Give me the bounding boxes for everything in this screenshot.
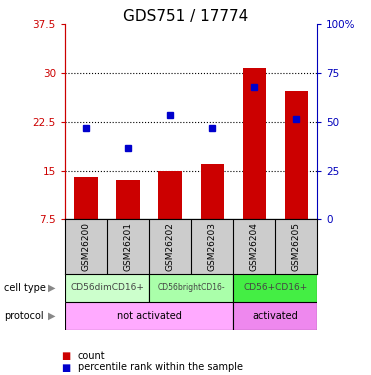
Bar xyxy=(243,68,266,219)
Text: not activated: not activated xyxy=(116,311,181,321)
Text: ▶: ▶ xyxy=(48,283,56,293)
Bar xyxy=(65,274,149,302)
Text: ▶: ▶ xyxy=(48,311,56,321)
Bar xyxy=(233,302,317,330)
Text: GSM26205: GSM26205 xyxy=(292,222,301,271)
Bar xyxy=(285,92,308,219)
Bar xyxy=(233,274,317,302)
Text: count: count xyxy=(78,351,105,361)
Bar xyxy=(116,180,139,219)
Text: cell type: cell type xyxy=(4,283,46,293)
Text: GSM26200: GSM26200 xyxy=(82,222,91,271)
Bar xyxy=(74,177,98,219)
Bar xyxy=(200,164,224,219)
Text: GSM26203: GSM26203 xyxy=(208,222,217,271)
Text: CD56dimCD16+: CD56dimCD16+ xyxy=(70,284,144,292)
Text: CD56+CD16+: CD56+CD16+ xyxy=(243,284,307,292)
Bar xyxy=(65,302,233,330)
Bar xyxy=(158,171,181,219)
Text: ■: ■ xyxy=(61,351,70,361)
Text: activated: activated xyxy=(252,311,298,321)
Text: CD56brightCD16-: CD56brightCD16- xyxy=(157,284,225,292)
Text: GSM26201: GSM26201 xyxy=(124,222,132,271)
Text: GSM26204: GSM26204 xyxy=(250,222,259,271)
Text: GSM26202: GSM26202 xyxy=(165,222,174,271)
Bar xyxy=(149,274,233,302)
Text: percentile rank within the sample: percentile rank within the sample xyxy=(78,363,243,372)
Text: GDS751 / 17774: GDS751 / 17774 xyxy=(123,9,248,24)
Text: ■: ■ xyxy=(61,363,70,372)
Text: protocol: protocol xyxy=(4,311,43,321)
